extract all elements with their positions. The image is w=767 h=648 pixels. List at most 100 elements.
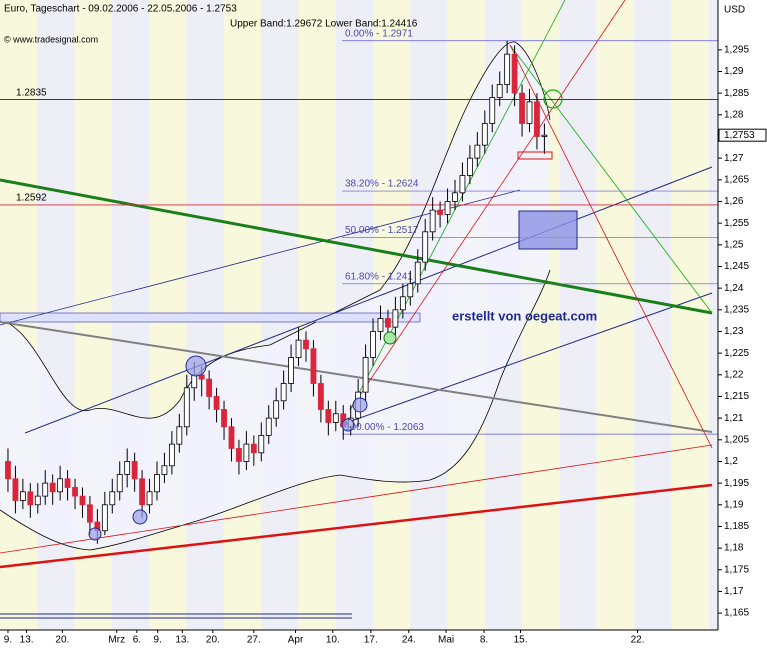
candle-body bbox=[57, 478, 64, 493]
week-band bbox=[596, 0, 635, 630]
candle-body bbox=[370, 331, 376, 358]
candle-body bbox=[131, 461, 138, 480]
candle-body bbox=[362, 357, 369, 393]
candle-body bbox=[183, 387, 190, 428]
x-tick-label: 17. bbox=[364, 635, 378, 646]
marker-circle bbox=[543, 89, 563, 109]
y-tick-label: 1,23 bbox=[724, 326, 744, 337]
candle-body bbox=[146, 491, 153, 506]
y-tick-label: 1,255 bbox=[724, 218, 749, 229]
y-tick-label: 1,21 bbox=[724, 413, 744, 424]
candle-body bbox=[429, 209, 436, 233]
candle-body bbox=[407, 283, 414, 298]
candle-body bbox=[42, 482, 49, 497]
channel-line bbox=[339, 292, 713, 426]
y-tick-label: 1,295 bbox=[724, 44, 749, 55]
candle-body bbox=[452, 192, 458, 202]
y-tick-label: 1,185 bbox=[724, 521, 749, 532]
candle-body bbox=[310, 348, 317, 384]
y-tick-label: 1,225 bbox=[724, 348, 749, 359]
candle-body bbox=[258, 435, 265, 454]
candle-body bbox=[526, 101, 533, 124]
candle-body bbox=[496, 84, 503, 98]
level-label: 1.2835 bbox=[16, 87, 47, 98]
y-tick-label: 1,28 bbox=[724, 109, 744, 120]
candle-body bbox=[317, 383, 324, 410]
subtitle: Upper Band:1.29672 Lower Band:1.24416 bbox=[230, 19, 418, 30]
candle-body bbox=[5, 461, 11, 480]
trend-line bbox=[0, 444, 713, 554]
candle-body bbox=[332, 413, 339, 423]
candle-body bbox=[12, 478, 19, 501]
marker-circle bbox=[185, 355, 207, 377]
candle-body bbox=[213, 396, 220, 410]
level-label: 1.2592 bbox=[16, 193, 47, 204]
fib-label: 100.00% - 1.2063 bbox=[345, 422, 424, 433]
y-tick-label: 1,165 bbox=[724, 608, 749, 619]
candle-body bbox=[191, 374, 198, 389]
y-tick-label: 1,245 bbox=[724, 261, 749, 272]
y-tick-label: 1,19 bbox=[724, 499, 744, 510]
y-tick-label: 1,285 bbox=[724, 88, 749, 99]
candle-body bbox=[265, 417, 272, 436]
y-tick-label: 1,2 bbox=[724, 456, 738, 467]
candle-body bbox=[303, 339, 309, 350]
trend-line bbox=[0, 321, 713, 433]
candle-body bbox=[534, 101, 540, 137]
x-tick-label: 9. bbox=[154, 635, 162, 646]
candle-body bbox=[399, 296, 406, 311]
y-tick-label: 1,22 bbox=[724, 369, 744, 380]
marker-circle bbox=[88, 527, 102, 541]
candle-body bbox=[139, 478, 145, 506]
candle-body bbox=[489, 97, 496, 124]
marker-box bbox=[517, 151, 553, 160]
marker-circle bbox=[132, 509, 148, 525]
candle-body bbox=[541, 134, 548, 137]
source: © www.tradesignal.com bbox=[4, 34, 98, 44]
x-tick-label: 22. bbox=[631, 635, 645, 646]
candle-body bbox=[72, 487, 78, 497]
x-tick-label: 13. bbox=[175, 635, 189, 646]
y-tick-label: 1,215 bbox=[724, 391, 749, 402]
last-price-label: 1,2753 bbox=[724, 130, 755, 141]
candle-body bbox=[519, 92, 525, 124]
y-tick-label: 1,29 bbox=[724, 66, 744, 77]
candles bbox=[5, 40, 548, 544]
x-tick-label: 20. bbox=[55, 635, 69, 646]
candle-body bbox=[79, 495, 86, 506]
candle-body bbox=[101, 504, 108, 532]
zone-box bbox=[0, 312, 421, 323]
candle-body bbox=[49, 482, 56, 493]
fib-label: 50.00% - 1.2517 bbox=[345, 225, 419, 236]
candle-body bbox=[87, 504, 93, 523]
fib-label: 38.20% - 1.2624 bbox=[345, 179, 419, 190]
candle-body bbox=[474, 144, 481, 159]
candle-body bbox=[385, 318, 391, 328]
x-tick-label: Apr bbox=[288, 635, 304, 646]
candle-body bbox=[325, 409, 332, 423]
candle-body bbox=[250, 443, 257, 454]
x-tick-label: 15. bbox=[514, 635, 528, 646]
y-tick-label: 1,18 bbox=[724, 543, 744, 554]
candle-body bbox=[243, 443, 250, 462]
y-tick-label: 1,26 bbox=[724, 196, 744, 207]
levels: 1.2835 1.2592 0.00% - 1.2971 38.20% - 1.262… bbox=[0, 28, 718, 435]
x-tick-label: 24. bbox=[402, 635, 416, 646]
y-tick-label: 1,27 bbox=[724, 153, 744, 164]
y-tick-label: 1,25 bbox=[724, 239, 744, 250]
candle-body bbox=[414, 261, 421, 285]
x-tick-label: Mai bbox=[438, 635, 454, 646]
x-tick-label: 10. bbox=[326, 635, 340, 646]
trend-line bbox=[0, 178, 713, 315]
candle-body bbox=[273, 400, 280, 419]
y-tick-label: 1,265 bbox=[724, 174, 749, 185]
candle-body bbox=[109, 491, 116, 506]
x-tick-label: 27. bbox=[247, 635, 261, 646]
candle-body bbox=[161, 465, 168, 475]
x-tick-label: 13. bbox=[20, 635, 34, 646]
marker-circle bbox=[341, 418, 355, 432]
candle-body bbox=[511, 53, 518, 94]
fan-line bbox=[509, 44, 713, 449]
fib-label: 61.80% - 1.241 bbox=[345, 271, 413, 282]
